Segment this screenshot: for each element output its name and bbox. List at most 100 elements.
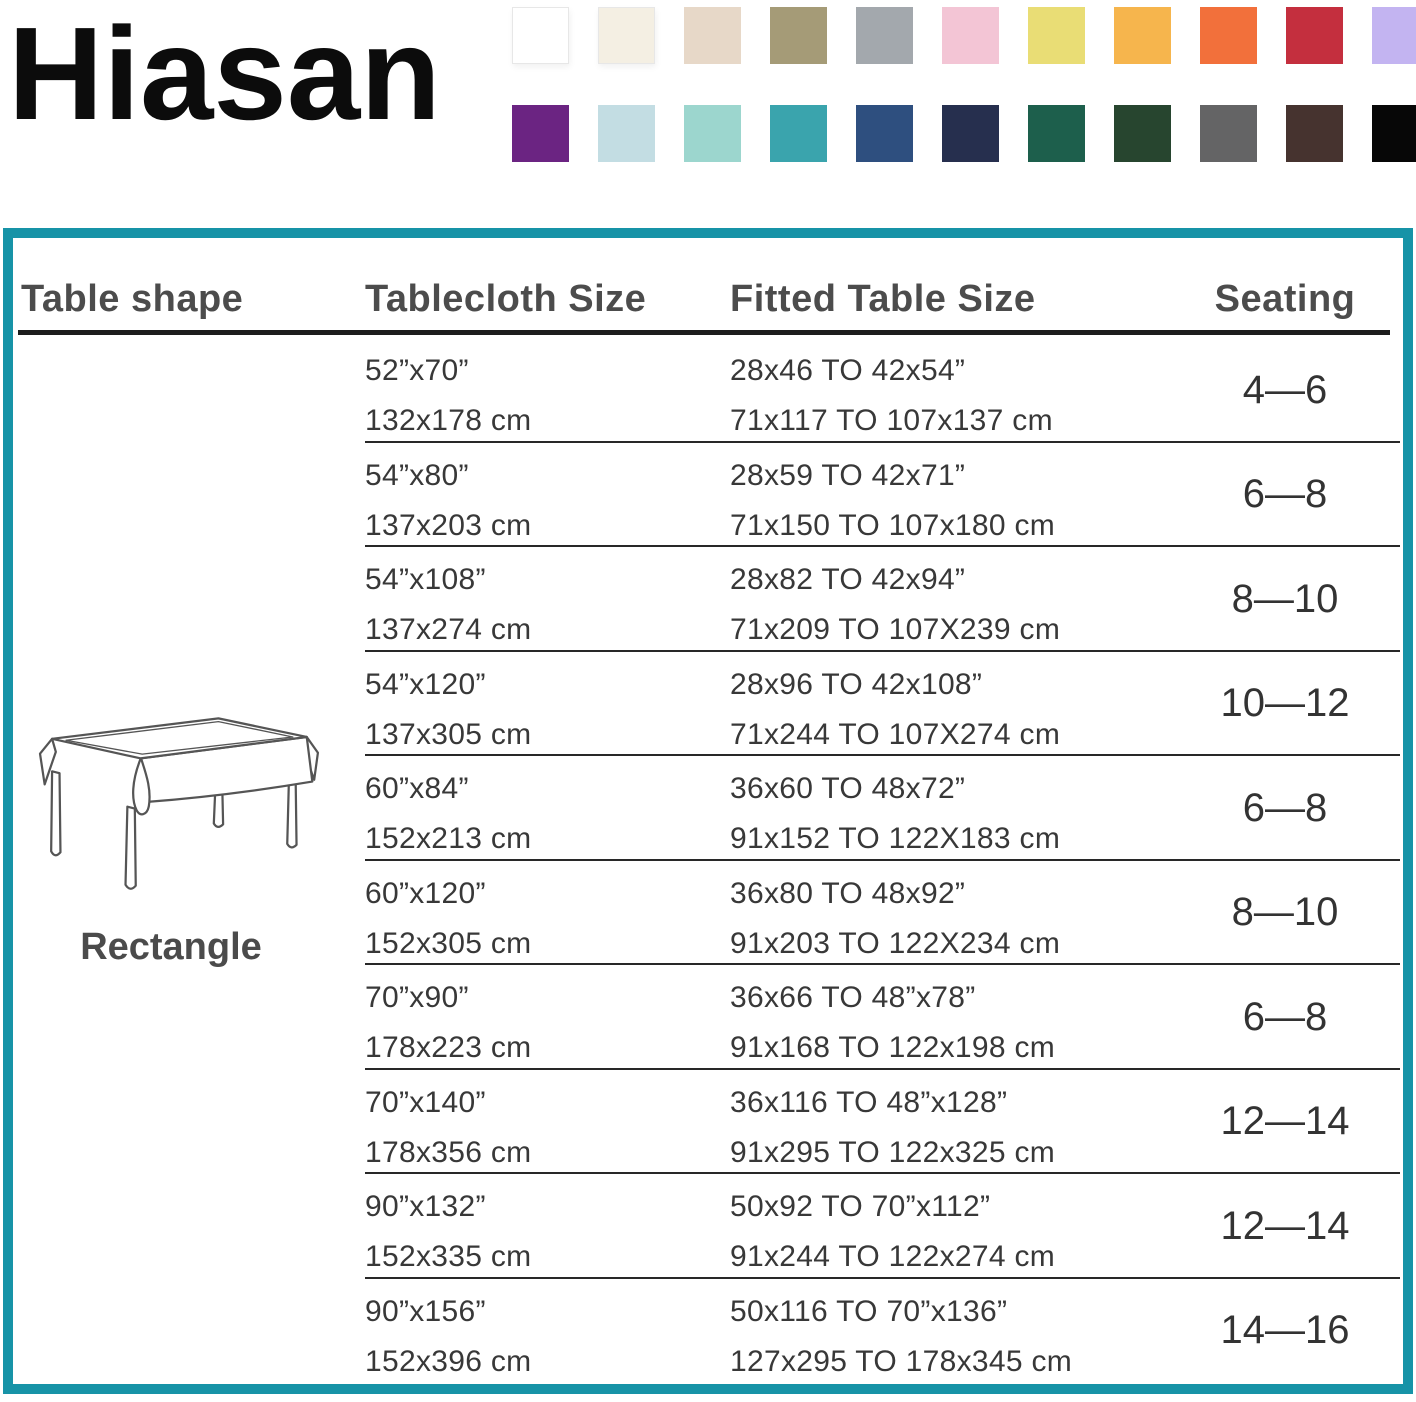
color-swatch [684,7,741,64]
fitted-size-cm: 91x295 TO 122x325 cm [730,1135,1056,1169]
fitted-size-cm: 71x117 TO 107x137 cm [730,404,1053,437]
tablecloth-size-cm: 152x305 cm [365,926,532,960]
color-swatch [770,7,827,64]
fitted-table-size-cell: 28x59 TO 42x71” 71x150 TO 107x180 cm [730,443,1160,548]
tablecloth-size-inches: 60”x120” [365,876,486,910]
color-swatch [770,105,827,162]
size-chart-panel: Table shape Tablecloth Size Fitted Table… [3,228,1413,1394]
color-swatch [856,7,913,64]
column-header-fitted-table-size: Fitted Table Size [730,278,1036,320]
tablecloth-size-cell: 90”x132” 152x335 cm [365,1174,705,1279]
fitted-table-size-cell: 36x60 TO 48x72” 91x152 TO 122X183 cm [730,756,1160,861]
tablecloth-size-cell: 60”x84” 152x213 cm [365,756,705,861]
tablecloth-size-cm: 137x305 cm [365,717,532,751]
tablecloth-size-cell: 52”x70” 132x178 cm [365,338,705,443]
seating-range: 4—6 [1242,367,1328,412]
fitted-size-inches: 28x82 TO 42x94” [730,563,966,596]
fitted-table-size-cell: 36x80 TO 48x92” 91x203 TO 122X234 cm [730,861,1160,966]
tablecloth-size-cm: 178x223 cm [365,1031,532,1064]
fitted-size-inches: 36x60 TO 48x72” [730,772,966,805]
tablecloth-size-cm: 137x274 cm [365,613,532,646]
fitted-table-size-cell: 36x66 TO 48”x78” 91x168 TO 122x198 cm [730,965,1160,1070]
color-swatch [1286,105,1343,162]
fitted-size-cm: 91x152 TO 122X183 cm [730,822,1061,855]
fitted-size-cm: 91x168 TO 122x198 cm [730,1031,1056,1064]
table-shape-label: Rectangle [80,926,262,968]
seating-range: 6—8 [1242,994,1328,1039]
color-swatch [684,105,741,162]
fitted-size-inches: 28x46 TO 42x54” [730,354,966,387]
seating-range: 6—8 [1242,785,1328,830]
size-row: 60”x84” 152x213 cm 36x60 TO 48x72” 91x15… [13,756,1403,861]
header-underline [18,330,1390,335]
fitted-size-inches: 50x92 TO 70”x112” [730,1190,991,1223]
tablecloth-size-cell: 54”x108” 137x274 cm [365,547,705,652]
tablecloth-size-inches: 52”x70” [365,354,469,387]
color-swatch [1114,7,1171,64]
tablecloth-size-cell: 70”x140” 178x356 cm [365,1070,705,1175]
fitted-size-inches: 36x116 TO 48”x128” [730,1085,1008,1119]
seating-range: 10—12 [1220,681,1350,726]
fitted-size-cm: 71x209 TO 107X239 cm [730,613,1061,646]
seating-range: 14—16 [1220,1308,1350,1353]
color-swatch [512,105,569,162]
seating-range: 12—14 [1220,1203,1350,1248]
tablecloth-size-inches: 70”x140” [365,1085,486,1119]
fitted-size-inches: 50x116 TO 70”x136” [730,1294,1008,1328]
size-chart-content: Table shape Tablecloth Size Fitted Table… [13,238,1403,1384]
fitted-table-size-cell: 28x96 TO 42x108” 71x244 TO 107X274 cm [730,652,1160,757]
size-row: 54”x108” 137x274 cm 28x82 TO 42x94” 71x2… [13,547,1403,652]
brand-logo: Hiasan [8,0,441,147]
tablecloth-size-inches: 90”x156” [365,1294,486,1328]
size-row: 54”x120” 137x305 cm 28x96 TO 42x108” 71x… [13,652,1403,757]
fitted-table-size-cell: 28x46 TO 42x54” 71x117 TO 107x137 cm [730,338,1160,443]
tablecloth-size-inches: 54”x120” [365,667,486,701]
seating-range: 6—8 [1242,472,1328,517]
seating-range: 8—10 [1231,576,1339,621]
color-swatch [512,7,569,64]
color-swatch [1286,7,1343,64]
tablecloth-size-cell: 70”x90” 178x223 cm [365,965,705,1070]
fitted-size-cm: 71x150 TO 107x180 cm [730,508,1056,542]
color-swatch [1200,7,1257,64]
tablecloth-size-inches: 70”x90” [365,981,469,1014]
tablecloth-size-cm: 152x213 cm [365,822,532,855]
fitted-size-cm: 91x203 TO 122X234 cm [730,926,1061,960]
tablecloth-size-inches: 54”x108” [365,563,486,596]
size-row: 70”x140” 178x356 cm 36x116 TO 48”x128” 9… [13,1070,1403,1175]
tablecloth-size-cell: 54”x80” 137x203 cm [365,443,705,548]
size-row: 54”x80” 137x203 cm 28x59 TO 42x71” 71x15… [13,443,1403,548]
fitted-size-cm: 91x244 TO 122x274 cm [730,1240,1056,1273]
size-row: 70”x90” 178x223 cm 36x66 TO 48”x78” 91x1… [13,965,1403,1070]
fitted-size-inches: 36x80 TO 48x92” [730,876,966,910]
column-header-table-shape: Table shape [21,278,244,320]
size-row: 90”x132” 152x335 cm 50x92 TO 70”x112” 91… [13,1174,1403,1279]
color-swatch [942,105,999,162]
color-swatch [598,7,655,64]
size-row: 52”x70” 132x178 cm 28x46 TO 42x54” 71x11… [13,338,1403,443]
tablecloth-size-cm: 152x396 cm [365,1344,532,1378]
seating-range: 8—10 [1231,890,1339,935]
color-swatch-row-bottom [512,105,1416,162]
fitted-table-size-cell: 50x92 TO 70”x112” 91x244 TO 122x274 cm [730,1174,1160,1279]
tablecloth-size-cell: 54”x120” 137x305 cm [365,652,705,757]
tablecloth-size-cm: 152x335 cm [365,1240,532,1273]
color-swatch [1372,7,1416,64]
tablecloth-size-cm: 137x203 cm [365,508,532,542]
rectangle-table-illustration [38,717,320,890]
table-shape-cell: Rectangle [13,338,363,1384]
color-swatch [1200,105,1257,162]
fitted-table-size-cell: 36x116 TO 48”x128” 91x295 TO 122x325 cm [730,1070,1160,1175]
seating-range: 12—14 [1220,1099,1350,1144]
size-row: 60”x120” 152x305 cm 36x80 TO 48x92” 91x2… [13,861,1403,966]
fitted-size-inches: 36x66 TO 48”x78” [730,981,976,1014]
size-rows: 52”x70” 132x178 cm 28x46 TO 42x54” 71x11… [13,338,1403,1384]
color-swatch [598,105,655,162]
fitted-table-size-cell: 50x116 TO 70”x136” 127x295 TO 178x345 cm [730,1279,1160,1384]
fitted-size-cm: 71x244 TO 107X274 cm [730,717,1061,751]
tablecloth-size-cell: 90”x156” 152x396 cm [365,1279,705,1384]
fitted-table-size-cell: 28x82 TO 42x94” 71x209 TO 107X239 cm [730,547,1160,652]
tablecloth-size-cm: 132x178 cm [365,404,532,437]
column-header-tablecloth-size: Tablecloth Size [365,278,647,320]
